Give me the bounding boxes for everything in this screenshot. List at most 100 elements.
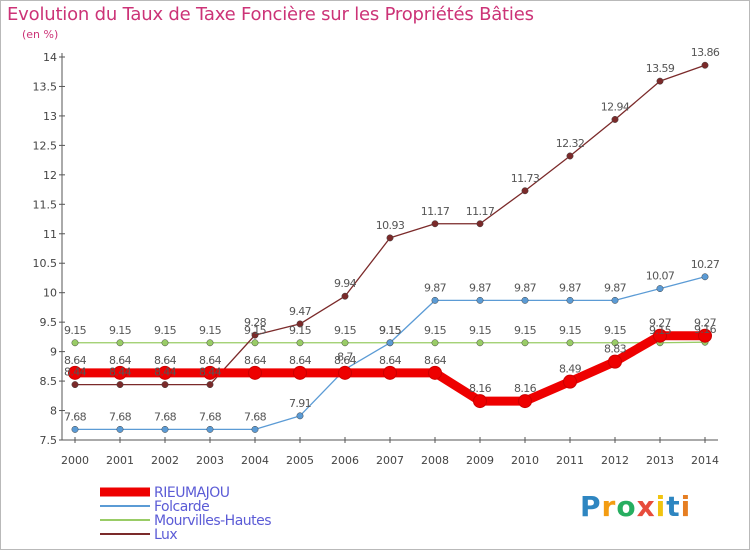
data-label: 9.27 (694, 317, 717, 330)
data-label: 9.15 (109, 324, 132, 337)
data-point (473, 394, 487, 409)
data-point (428, 365, 442, 380)
y-tick-label: 11.5 (33, 198, 58, 211)
data-point (476, 296, 484, 304)
data-label: 9.87 (514, 281, 537, 294)
data-point (338, 365, 352, 380)
proxiti-logo: Proxiti (580, 490, 691, 523)
y-tick-label: 9.5 (40, 316, 58, 329)
data-label: 8.44 (64, 366, 87, 379)
y-tick-label: 14 (43, 51, 57, 64)
y-tick-label: 11 (43, 228, 57, 241)
axes: 7.5 8 8.5 9 9.5 10 10.5 11 11.5 12 12.5 13 13.5 14 200… (33, 51, 720, 467)
y-tick-label: 10 (43, 287, 57, 300)
data-point (521, 187, 529, 195)
data-label: 9.15 (379, 324, 402, 337)
data-point (656, 77, 664, 85)
data-label: 9.15 (289, 324, 312, 337)
data-point (206, 425, 214, 433)
data-point (116, 425, 124, 433)
data-point (566, 152, 574, 160)
y-tick-label: 7.5 (40, 434, 58, 447)
x-tick-label: 2000 (61, 454, 89, 467)
x-tick-label: 2003 (196, 454, 224, 467)
y-tick-label: 8.5 (40, 375, 58, 388)
data-point (698, 328, 712, 343)
data-label: 8.49 (559, 363, 582, 376)
data-point (341, 292, 349, 300)
series-markers (68, 61, 712, 433)
data-label: 8.64 (379, 354, 402, 367)
y-tick-label: 12 (43, 169, 57, 182)
data-label: 9.47 (289, 305, 312, 318)
data-point (701, 61, 709, 69)
data-point (296, 339, 304, 347)
data-point (701, 273, 709, 281)
data-label: 9.15 (604, 324, 627, 337)
legend-label: RIEUMAJOU (154, 485, 230, 501)
data-label: 9.15 (469, 324, 492, 337)
data-point (611, 339, 619, 347)
data-point (296, 412, 304, 420)
data-point (158, 365, 172, 380)
data-label: 8.64 (334, 354, 357, 367)
x-tick-label: 2006 (331, 454, 359, 467)
data-label: 9.15 (649, 324, 672, 337)
logo-letter: P (580, 490, 602, 523)
data-point (206, 339, 214, 347)
data-label: 8.64 (424, 354, 447, 367)
data-label: 8.16 (514, 382, 537, 395)
data-label: 7.68 (64, 410, 87, 423)
y-tick-label: 9 (50, 346, 57, 359)
data-label: 8.64 (64, 354, 87, 367)
data-label: 7.68 (199, 410, 222, 423)
data-point (71, 425, 79, 433)
data-point (476, 339, 484, 347)
data-label: 7.68 (154, 410, 177, 423)
data-label: 9.15 (64, 324, 87, 337)
data-point (566, 339, 574, 347)
logo-letter: o (616, 490, 637, 523)
data-point (116, 339, 124, 347)
data-label: 12.32 (556, 137, 585, 150)
x-tick-label: 2007 (376, 454, 404, 467)
data-point (566, 296, 574, 304)
data-point (563, 374, 577, 389)
legend-label: Mourvilles-Hautes (154, 513, 271, 529)
data-label: 9.27 (649, 317, 672, 330)
legend-label: Folcarde (154, 499, 209, 515)
data-label: 9.15 (379, 324, 402, 337)
data-point (251, 339, 259, 347)
data-label: 8.64 (244, 354, 267, 367)
data-point (161, 425, 169, 433)
data-label: 9.87 (424, 281, 447, 294)
data-point (386, 234, 394, 242)
data-label: 9.15 (334, 324, 357, 337)
data-point (71, 339, 79, 347)
data-point (341, 339, 349, 347)
data-point (251, 425, 259, 433)
data-label: 13.59 (646, 62, 675, 75)
data-point (608, 354, 622, 369)
logo-letter: r (601, 490, 617, 523)
data-point (611, 296, 619, 304)
data-label: 11.17 (421, 205, 450, 218)
data-point (161, 381, 169, 389)
data-point (431, 296, 439, 304)
data-point (386, 339, 394, 347)
data-label: 8.44 (199, 366, 222, 379)
x-tick-label: 2011 (556, 454, 584, 467)
data-label: 8.44 (109, 366, 132, 379)
data-label: 7.91 (289, 397, 311, 410)
data-point (68, 365, 82, 380)
data-point (116, 381, 124, 389)
y-tick-label: 12.5 (33, 139, 58, 152)
data-point (293, 365, 307, 380)
data-point (611, 116, 619, 123)
y-tick-label: 8 (50, 405, 57, 418)
data-point (521, 339, 529, 347)
data-label: 9.28 (244, 316, 267, 329)
x-tick-label: 2009 (466, 454, 494, 467)
